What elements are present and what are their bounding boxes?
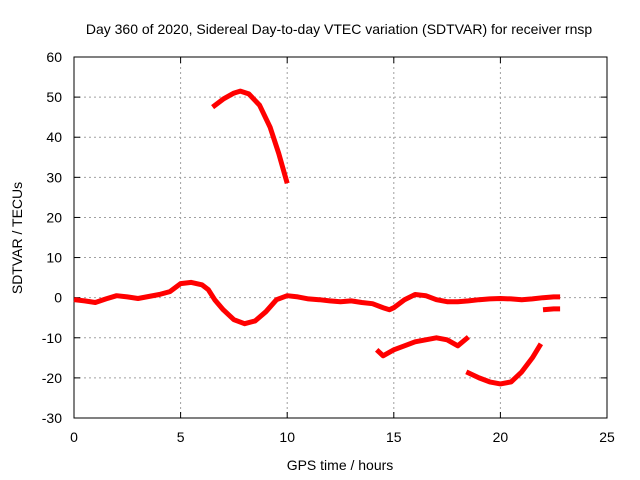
y-axis-label: SDTVAR / TECUs [9, 182, 25, 294]
grid [73, 56, 608, 419]
y-tick-label: 30 [46, 169, 62, 185]
x-tick-label: 0 [70, 429, 78, 445]
plot-frame [73, 56, 608, 419]
y-tick-label: 10 [46, 250, 62, 266]
x-tick-label: 10 [279, 429, 295, 445]
y-tick-labels: -30 -20 -10 0 10 20 30 40 50 60 [42, 49, 62, 426]
series-line-bowl-late [465, 342, 544, 387]
x-tick-label: 5 [177, 429, 185, 445]
y-tick-label: -10 [42, 330, 62, 346]
y-tick-label: -30 [42, 410, 62, 426]
x-tick-label: 15 [386, 429, 402, 445]
x-tick-label: 20 [493, 429, 509, 445]
y-tick-label: 50 [46, 89, 62, 105]
x-tick-label: 25 [599, 429, 615, 445]
chart-title: Day 360 of 2020, Sidereal Day-to-day VTE… [86, 21, 592, 37]
series-layer [73, 88, 561, 387]
series-line-arc-high [211, 88, 290, 184]
x-axis-label: GPS time / hours [287, 457, 394, 473]
y-tick-label: 0 [54, 290, 62, 306]
y-tick-label: 60 [46, 49, 62, 65]
series-line-tail-right [542, 306, 561, 313]
y-tick-label: -20 [42, 370, 62, 386]
y-tick-label: 40 [46, 129, 62, 145]
x-tick-labels: 0 5 10 15 20 25 [70, 429, 615, 445]
series-line-segment-mid [374, 335, 470, 359]
series-line-main [73, 279, 561, 327]
y-tick-label: 20 [46, 209, 62, 225]
